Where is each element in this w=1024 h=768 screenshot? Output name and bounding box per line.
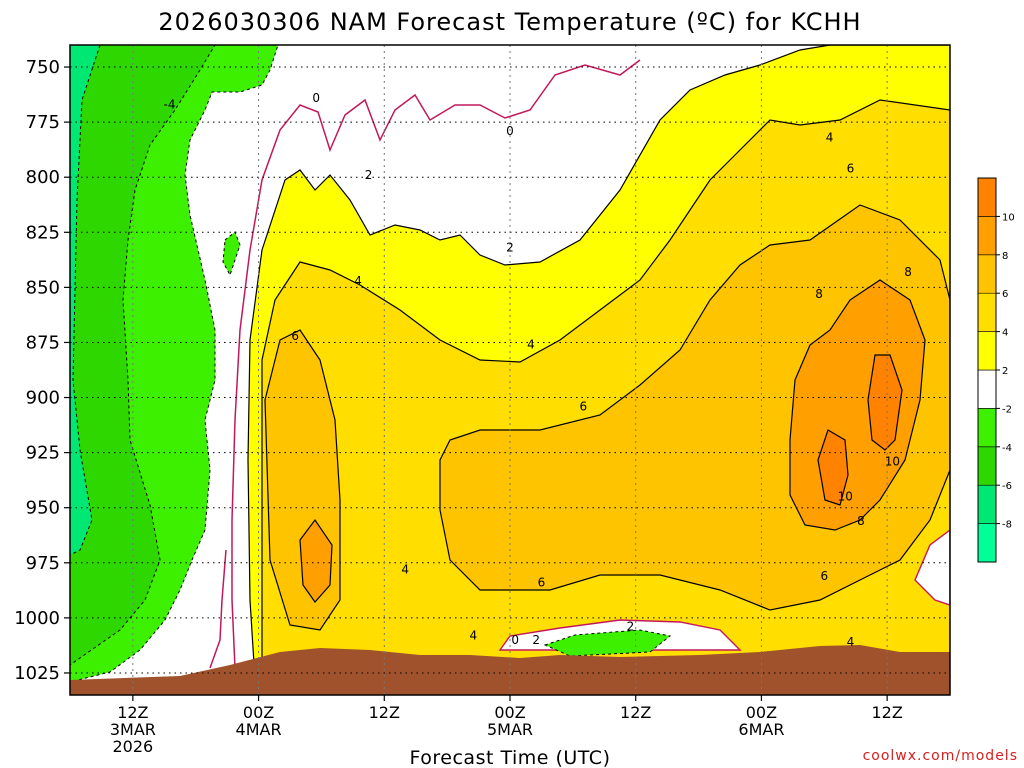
colorbar-swatch — [977, 369, 997, 409]
y-tick-label: 875 — [26, 332, 60, 353]
y-tick-label: 800 — [26, 167, 60, 188]
contour-label: 2 — [627, 620, 635, 634]
contour-label: 2 — [365, 168, 373, 182]
x-tick-label: 12Z — [117, 703, 148, 722]
contour-label: 4 — [847, 635, 855, 649]
credit-text: coolwx.com/models — [863, 748, 1018, 764]
cold-blob — [222, 231, 241, 277]
y-tick-label: 850 — [26, 277, 60, 298]
x-tick-label: 00Z — [746, 703, 777, 722]
contour-label: 2 — [506, 241, 514, 255]
x-tick-label: 12Z — [620, 703, 651, 722]
contour-label: 6 — [580, 399, 588, 413]
colorbar-label: 8 — [1002, 251, 1008, 262]
contour-label: 4 — [826, 131, 834, 145]
y-tick-label: 900 — [26, 388, 60, 409]
x-tick-label: 00Z — [494, 703, 525, 722]
colorbar-swatch — [977, 177, 997, 217]
cold-region-minus6 — [70, 45, 101, 556]
x-tick-label: 12Z — [369, 703, 400, 722]
colorbar-label: -6 — [1002, 481, 1012, 492]
colorbar-swatch — [977, 216, 997, 256]
colorbar-label: -8 — [1002, 520, 1012, 531]
zero-isotherm-right — [209, 549, 227, 669]
colorbar-swatch — [977, 292, 997, 332]
chart-title: 2026030306 NAM Forecast Temperature (ºC)… — [158, 8, 861, 36]
contour-label: 10 — [838, 490, 853, 504]
contour-label: 8 — [904, 265, 912, 279]
contour-label: 0 — [511, 633, 519, 647]
y-tick-label: 1025 — [14, 663, 60, 684]
colorbar-swatch — [977, 446, 997, 486]
zero-isotherm — [231, 59, 641, 669]
colorbar-label: 4 — [1002, 328, 1008, 339]
contour-label: 8 — [815, 287, 823, 301]
x-tick-label: 2026 — [112, 737, 153, 756]
cold-region-minus4 — [70, 45, 216, 666]
x-tick-label: 00Z — [243, 703, 274, 722]
colorbar-swatch — [977, 254, 997, 294]
x-tick-label: 4MAR — [236, 720, 282, 739]
colorbar-swatch — [977, 408, 997, 448]
colorbar-label: -4 — [1002, 443, 1012, 454]
colorbar-label: -2 — [1002, 404, 1012, 415]
x-tick-label: 5MAR — [487, 720, 533, 739]
x-tick-label: 6MAR — [738, 720, 784, 739]
y-tick-label: 825 — [26, 222, 60, 243]
contour-label: 6 — [291, 329, 299, 343]
contour-label: 10 — [885, 454, 900, 468]
colorbar-label: 6 — [1002, 289, 1008, 300]
colorbar: -8 -6 -4 -2 2 4 6 8 10 — [977, 177, 1015, 563]
colorbar-label: 2 — [1002, 366, 1008, 377]
contour-label: 2 — [532, 633, 540, 647]
warm-region-10 — [867, 354, 903, 451]
colorbar-label: 10 — [1002, 212, 1015, 223]
x-tick-label: 3MAR — [110, 720, 156, 739]
surface-green-pocket — [543, 629, 672, 657]
plot-fill — [70, 45, 950, 695]
y-tick-label: 750 — [26, 57, 60, 78]
contour-label: 4 — [470, 629, 478, 643]
y-tick-label: 775 — [26, 112, 60, 133]
contour-label: 4 — [354, 274, 362, 288]
x-axis-label: Forecast Time (UTC) — [410, 747, 611, 768]
contour-label: 6 — [820, 569, 828, 583]
contour-label: -4 — [164, 97, 176, 111]
pressure-axis: 750 775 800 825 850 875 900 925 950 975 1000 1025 — [14, 57, 70, 684]
contour-label: 0 — [312, 91, 320, 105]
warm-pocket-8 — [299, 518, 333, 603]
x-tick-label: 12Z — [871, 703, 902, 722]
y-tick-label: 975 — [26, 553, 60, 574]
y-tick-label: 925 — [26, 443, 60, 464]
y-tick-label: 950 — [26, 498, 60, 519]
y-tick-label: 1000 — [14, 608, 60, 629]
contour-label: 6 — [538, 576, 546, 590]
right-cool-pocket — [914, 529, 950, 606]
warm-pocket-10 — [817, 429, 849, 506]
colorbar-swatch — [977, 523, 997, 563]
gridlines — [70, 45, 950, 695]
contour-label: 4 — [401, 562, 409, 576]
contour-label: 6 — [847, 161, 855, 175]
colorbar-swatch — [977, 484, 997, 524]
contour-label: 8 — [857, 514, 865, 528]
colorbar-swatch — [977, 331, 997, 371]
contour-label: 4 — [527, 338, 535, 352]
contour-label: 0 — [506, 124, 514, 138]
